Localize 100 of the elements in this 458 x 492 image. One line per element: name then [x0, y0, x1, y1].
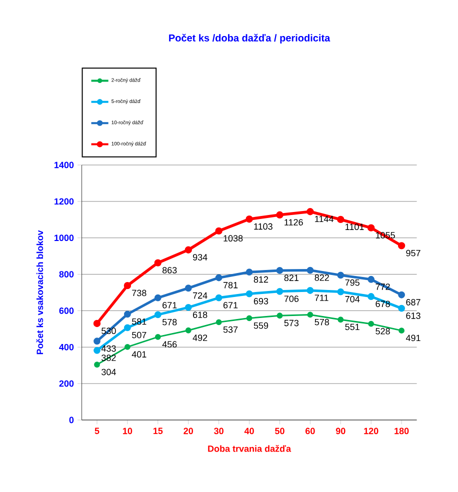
- x-tick-label: 10: [123, 428, 132, 434]
- point: [124, 344, 130, 350]
- y-tick-label: 1400: [54, 162, 74, 168]
- data-label: 671: [223, 302, 238, 308]
- data-label: 957: [406, 250, 420, 256]
- data-label: 678: [376, 300, 390, 308]
- y-tick-label: 1200: [54, 198, 74, 205]
- data-label: 693: [254, 298, 268, 304]
- data-label: 738: [132, 290, 146, 296]
- y-tick-label: 200: [59, 380, 74, 387]
- point: [368, 320, 374, 327]
- x-tick-label: 180: [394, 428, 409, 434]
- data-label: 456: [162, 341, 177, 348]
- x-tick-label: 60: [306, 428, 315, 434]
- data-label: 1103: [254, 223, 272, 230]
- x-tick-label: 5: [94, 428, 100, 434]
- point: [154, 294, 162, 302]
- y-tick-label: 600: [59, 308, 74, 314]
- y-tick-label: 0: [69, 416, 74, 424]
- data-label: 618: [193, 312, 208, 318]
- y-tick-label: 800: [59, 271, 74, 278]
- data-label: 551: [345, 324, 360, 330]
- point: [337, 272, 344, 279]
- point: [307, 312, 314, 318]
- point: [398, 304, 405, 312]
- data-label: 671: [162, 302, 177, 308]
- x-tick-label: 30: [214, 428, 224, 434]
- data-label: 724: [193, 292, 208, 299]
- data-label: 795: [345, 279, 360, 286]
- point: [368, 276, 375, 283]
- y-tick-label: 400: [59, 344, 74, 350]
- x-tick-label: 20: [184, 428, 194, 434]
- point: [94, 362, 100, 368]
- point: [276, 267, 284, 274]
- point: [306, 287, 314, 294]
- data-label: 704: [345, 296, 360, 302]
- point: [276, 211, 284, 218]
- point: [338, 316, 344, 323]
- data-label: 1144: [315, 216, 334, 222]
- data-label: 401: [132, 351, 146, 358]
- data-label: 821: [284, 274, 298, 282]
- x-tick-label: 50: [275, 428, 284, 434]
- data-label: 706: [284, 296, 299, 302]
- point: [306, 266, 314, 274]
- data-label: 687: [406, 299, 420, 306]
- point: [184, 246, 192, 254]
- x-tick-label: 15: [153, 428, 163, 434]
- point: [124, 324, 131, 332]
- point: [94, 338, 100, 345]
- point: [246, 268, 253, 276]
- point: [398, 328, 404, 334]
- data-label: 934: [192, 254, 208, 260]
- point: [306, 208, 314, 216]
- point: [276, 288, 284, 295]
- x-tick-label: 40: [244, 428, 254, 434]
- data-label: 304: [102, 368, 116, 376]
- point: [93, 320, 101, 328]
- point: [337, 216, 344, 224]
- data-label: 812: [254, 276, 268, 283]
- x-tick-label: 90: [336, 428, 346, 434]
- data-label: 613: [406, 312, 420, 319]
- point: [246, 290, 253, 298]
- chart-title: Počet ks /doba dažďa / periodicita: [169, 34, 330, 44]
- point: [246, 215, 253, 223]
- data-label: 1038: [224, 235, 243, 242]
- x-axis-title: Doba trvania dažďa: [208, 445, 292, 452]
- data-label: 578: [314, 318, 330, 326]
- point: [398, 242, 406, 250]
- data-label: 573: [284, 320, 299, 326]
- data-label: 492: [192, 334, 208, 341]
- data-label: 1126: [284, 219, 303, 226]
- point: [154, 311, 162, 318]
- point: [124, 310, 131, 318]
- point: [337, 288, 344, 296]
- point: [215, 294, 222, 302]
- data-label: 433: [101, 345, 116, 352]
- y-axis-title: Počet ks vsakovacich blokov: [36, 230, 44, 354]
- data-label: 491: [406, 334, 420, 342]
- point: [215, 227, 222, 235]
- point: [184, 284, 192, 292]
- point: [216, 319, 222, 326]
- point: [154, 259, 162, 266]
- point: [94, 346, 100, 354]
- data-label: 1101: [346, 224, 364, 230]
- data-label: 822: [314, 274, 329, 281]
- point: [368, 293, 375, 300]
- point: [367, 224, 375, 232]
- data-label: 507: [132, 332, 146, 338]
- point: [215, 274, 222, 282]
- point: [246, 315, 252, 322]
- data-label: 528: [376, 328, 390, 334]
- point: [276, 312, 283, 319]
- data-label: 537: [223, 326, 238, 333]
- x-tick-label: 120: [364, 428, 378, 434]
- y-tick-label: 1000: [54, 234, 74, 242]
- data-label: 559: [254, 322, 268, 329]
- data-label: 781: [223, 282, 238, 288]
- data-label: 863: [162, 267, 177, 274]
- data-label: 578: [162, 318, 177, 326]
- point: [398, 291, 405, 298]
